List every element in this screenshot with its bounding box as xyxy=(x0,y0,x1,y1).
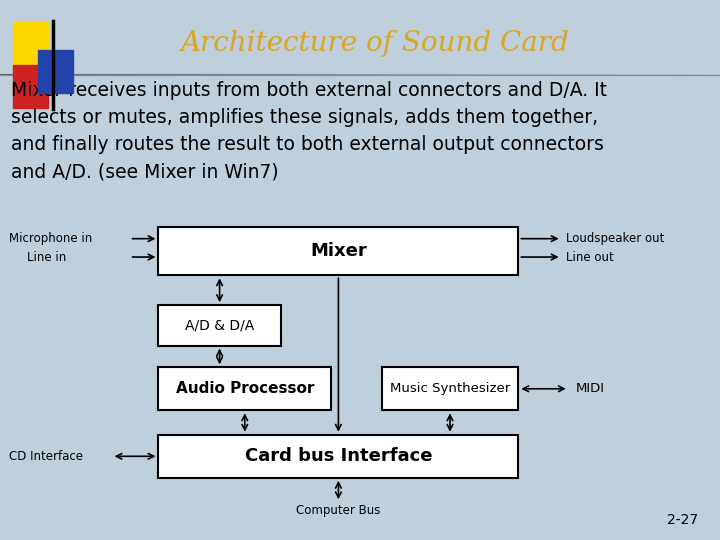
Bar xyxy=(13,65,48,108)
Text: Loudspeaker out: Loudspeaker out xyxy=(566,232,665,245)
Text: Microphone in: Microphone in xyxy=(9,232,93,245)
FancyBboxPatch shape xyxy=(158,305,281,346)
Text: Mixer receives inputs from both external connectors and D/A. It
selects or mutes: Mixer receives inputs from both external… xyxy=(11,81,607,182)
Text: A/D & D/A: A/D & D/A xyxy=(185,319,254,332)
Text: 2-27: 2-27 xyxy=(667,512,698,526)
Bar xyxy=(38,50,73,93)
Text: CD Interface: CD Interface xyxy=(9,450,83,463)
Text: MIDI: MIDI xyxy=(576,382,605,395)
Text: Line in: Line in xyxy=(27,251,67,264)
Text: Card bus Interface: Card bus Interface xyxy=(245,447,432,465)
FancyBboxPatch shape xyxy=(382,367,518,410)
Text: Computer Bus: Computer Bus xyxy=(296,504,381,517)
Bar xyxy=(13,22,48,70)
FancyBboxPatch shape xyxy=(158,435,518,478)
Text: Line out: Line out xyxy=(566,251,613,264)
Text: Mixer: Mixer xyxy=(310,242,366,260)
Text: Audio Processor: Audio Processor xyxy=(176,381,314,396)
Text: Music Synthesizer: Music Synthesizer xyxy=(390,382,510,395)
FancyBboxPatch shape xyxy=(158,367,331,410)
Text: Architecture of Sound Card: Architecture of Sound Card xyxy=(180,30,569,57)
FancyBboxPatch shape xyxy=(158,227,518,275)
